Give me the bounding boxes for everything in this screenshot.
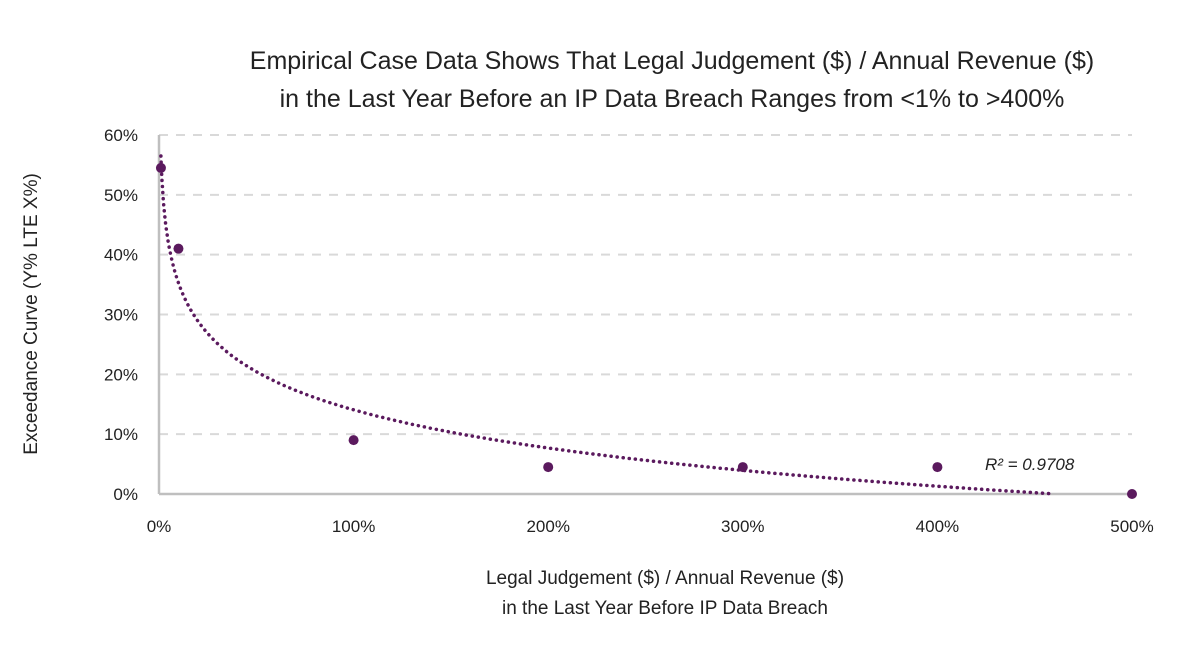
- data-point: [155, 162, 166, 173]
- y-tick-label: 10%: [104, 425, 138, 444]
- y-tick-label: 40%: [104, 246, 138, 265]
- x-axis-label-line-2: in the Last Year Before IP Data Breach: [502, 598, 828, 619]
- y-tick-label: 30%: [104, 306, 138, 325]
- y-tick-label: 0%: [113, 485, 138, 504]
- x-tick-label: 0%: [147, 517, 172, 536]
- y-axis-label: Exceedance Curve (Y% LTE X%): [21, 173, 42, 455]
- x-tick-label: 500%: [1110, 517, 1153, 536]
- x-tick-label: 300%: [721, 517, 764, 536]
- y-tick-label: 50%: [104, 186, 138, 205]
- chart-title-line-2: in the Last Year Before an IP Data Breac…: [280, 85, 1065, 113]
- x-tick-label: 400%: [916, 517, 959, 536]
- x-tick-label: 100%: [332, 517, 375, 536]
- data-point: [1127, 489, 1137, 499]
- x-tick-label: 200%: [526, 517, 569, 536]
- data-point: [737, 462, 748, 473]
- trendline: [159, 154, 1056, 496]
- x-axis-label-line-1: Legal Judgement ($) / Annual Revenue ($): [486, 568, 844, 589]
- data-point: [348, 435, 359, 446]
- data-point: [543, 462, 554, 473]
- y-tick-label: 60%: [104, 126, 138, 145]
- data-point: [173, 243, 184, 254]
- data-point: [932, 462, 943, 473]
- y-tick-label: 20%: [104, 365, 138, 384]
- r-squared-label: R² = 0.9708: [985, 455, 1075, 474]
- chart-title-line-1: Empirical Case Data Shows That Legal Jud…: [250, 47, 1094, 75]
